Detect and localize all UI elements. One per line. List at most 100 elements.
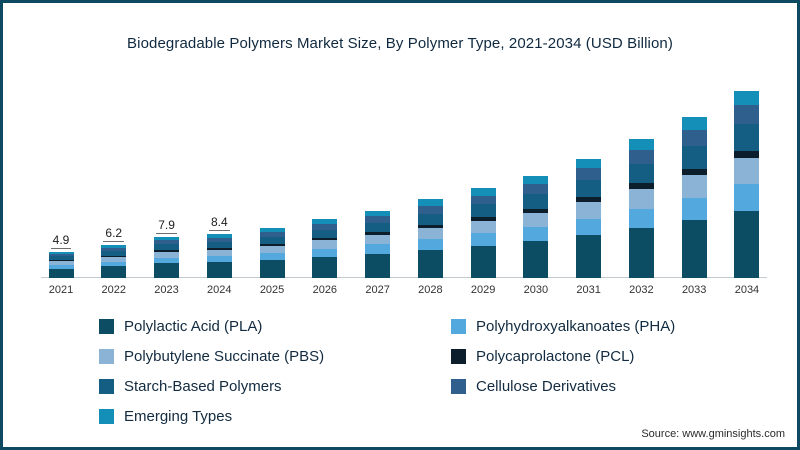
bar-segment [154,244,180,251]
stacked-bar [628,138,654,278]
bar-segment [523,208,549,213]
bar-segment [312,229,338,239]
bar-segment [470,217,496,221]
bar-segment [101,255,127,258]
bar-segment [154,236,180,241]
stacked-bar [365,210,391,278]
legend-swatch-starch [99,379,114,394]
bar-segment [734,210,760,278]
bar-segment [417,250,443,278]
bar-segment [259,231,285,238]
legend-label-emerging: Emerging Types [124,408,233,425]
bar-segment [470,245,496,278]
bar-segment [470,204,496,218]
bar-segment [681,146,707,169]
legend-item-pha: Polyhydroxyalkanoates (PHA) [451,314,771,339]
stacked-bar [312,219,338,278]
bar-segment [628,208,654,228]
bar-segment [365,232,391,235]
bar-segment [734,150,760,159]
bar-segment [48,260,74,262]
bar-segment [259,227,285,232]
source-attribution: Source: www.gminsights.com [641,428,785,440]
bar-segment [206,262,232,278]
bar-segment [259,259,285,278]
bar-segment [576,158,602,169]
x-axis-label: 2032 [629,284,654,296]
bar-segment [523,241,549,278]
bar-segment [206,255,232,263]
chart-column: 4.9 2021 [45,58,77,298]
bar-segment [681,129,707,147]
bar-segment [365,222,391,233]
bar-segment [628,183,654,189]
legend-item-pbs: Polybutylene Succinate (PBS) [99,344,451,369]
bar-segment [576,180,602,198]
x-axis-label: 2025 [259,284,285,296]
bar-segment [681,174,707,198]
bar-segment [417,213,443,225]
bar-segment [48,264,74,269]
bar-segment [154,250,180,252]
bar-segment [523,227,549,242]
bar-total-label: 4.9 [50,232,72,249]
bar-segment [101,251,127,256]
bar-segment [681,117,707,130]
x-axis-label: 2026 [312,284,338,296]
bar-segment [312,248,338,257]
bar-segment [417,239,443,251]
stacked-bar [734,90,760,278]
bar-segment [259,243,285,247]
chart-column: 2029 [467,58,499,298]
bar-segment [628,228,654,278]
bar-segment [628,150,654,164]
bar-segment [576,218,602,236]
bar-segment [576,201,602,219]
bar-segment [628,189,654,209]
legend-item-cellulose: Cellulose Derivatives [451,374,771,399]
bar-segment [365,234,391,245]
legend-swatch-pcl [451,349,466,364]
bar-segment [417,224,443,228]
bar-segment [101,245,127,249]
bar-segment [523,194,549,209]
bar-segment [206,241,232,249]
bar-segment [101,266,127,278]
chart-column: 7.9 2023 [151,58,183,298]
legend-label-pbs: Polybutylene Succinate (PBS) [124,348,325,365]
legend-label-pla: Polylactic Acid (PLA) [124,318,263,335]
bar-segment [48,253,74,257]
bar-segment [576,168,602,181]
bar-segment [101,248,127,252]
bar-segment [48,268,74,278]
chart-legend: Polylactic Acid (PLA) Polyhydroxyalkanoa… [99,314,797,429]
chart-column: 2033 [678,58,710,298]
stacked-bar [259,227,285,278]
x-axis-label: 2027 [365,284,390,296]
chart-column: 6.2 2022 [98,58,130,298]
stacked-bar [523,175,549,278]
x-axis-label: 2029 [470,284,496,296]
bar-segment [365,253,391,278]
bar-segment [48,261,74,265]
x-axis-label: 2021 [48,284,74,296]
bar-segment [734,124,760,151]
bar-segment [312,223,338,230]
bar-segment [206,248,232,250]
stacked-bar [576,158,602,278]
bar-segment [312,238,338,241]
bar-segment [365,210,391,216]
x-axis-label: 2024 [207,284,232,296]
bar-segment [470,188,496,196]
bar-segment [48,251,74,254]
chart-column: 2032 [625,58,657,298]
legend-item-pla: Polylactic Acid (PLA) [99,314,451,339]
legend-label-pcl: Polycaprolactone (PCL) [476,348,635,365]
stacked-bar [48,251,74,278]
legend-swatch-pha [451,319,466,334]
legend-swatch-pbs [99,349,114,364]
chart-column: 8.4 2024 [203,58,235,298]
stacked-bar [470,188,496,278]
x-axis-label: 2034 [734,284,760,296]
bar-segment [259,237,285,244]
